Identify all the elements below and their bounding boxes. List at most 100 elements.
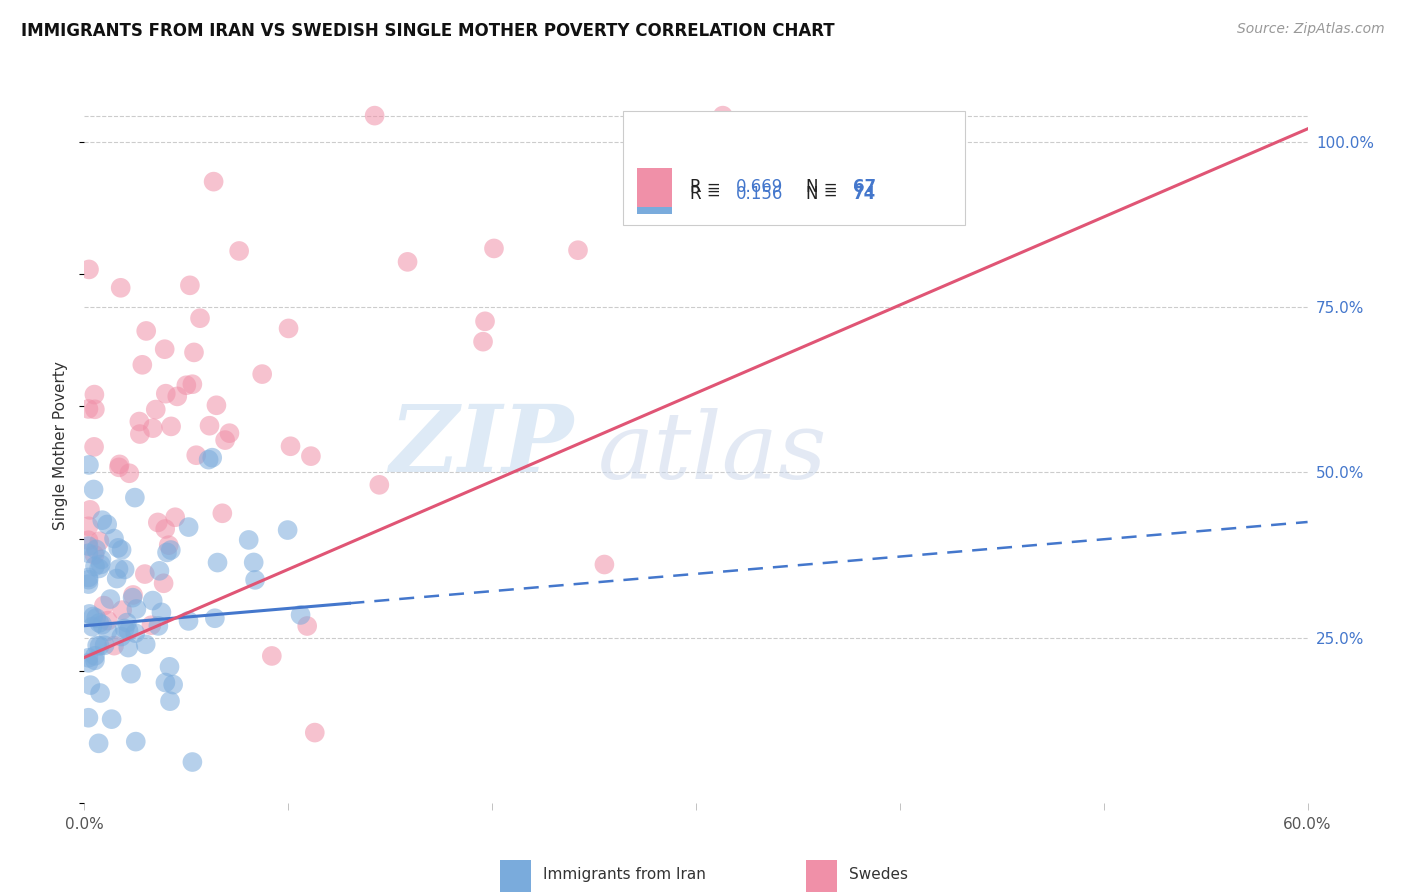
- Point: [90, 558, 112, 572]
- Point: [250, 367, 273, 381]
- Point: [260, 648, 283, 663]
- Point: [111, 603, 134, 617]
- Point: [277, 321, 299, 335]
- Point: [89, 615, 111, 630]
- Point: [82, 620, 104, 634]
- Point: [593, 558, 616, 572]
- Point: [159, 660, 181, 674]
- Point: [115, 615, 138, 630]
- Point: [108, 458, 131, 472]
- Point: [93, 638, 115, 652]
- Point: [176, 378, 198, 392]
- Text: 0.669: 0.669: [737, 178, 783, 196]
- Point: [159, 543, 181, 558]
- Point: [153, 522, 176, 536]
- Point: [83, 402, 105, 417]
- Point: [145, 402, 167, 417]
- Point: [299, 449, 322, 463]
- Point: [368, 478, 391, 492]
- Y-axis label: Single Mother Poverty: Single Mother Poverty: [53, 361, 69, 531]
- FancyBboxPatch shape: [806, 860, 837, 892]
- Point: [142, 421, 165, 435]
- Point: [152, 576, 174, 591]
- Point: [156, 545, 179, 559]
- FancyBboxPatch shape: [637, 168, 672, 207]
- Point: [98, 592, 121, 607]
- Point: [295, 619, 318, 633]
- Point: [107, 562, 129, 576]
- Point: [105, 572, 128, 586]
- Point: [131, 358, 153, 372]
- Point: [277, 523, 299, 537]
- Point: [84, 559, 107, 574]
- Point: [110, 543, 132, 558]
- Point: [89, 534, 111, 549]
- Point: [204, 611, 226, 625]
- Point: [482, 242, 505, 256]
- Point: [148, 564, 170, 578]
- Point: [125, 602, 148, 616]
- Text: N =: N =: [806, 186, 844, 203]
- Point: [124, 491, 146, 505]
- Point: [77, 711, 100, 725]
- Point: [79, 503, 101, 517]
- Text: Swedes: Swedes: [849, 867, 908, 881]
- Point: [108, 460, 131, 475]
- Point: [396, 255, 419, 269]
- Point: [120, 666, 142, 681]
- Point: [211, 506, 233, 520]
- Point: [77, 546, 100, 560]
- Text: R =: R =: [690, 186, 725, 203]
- Point: [157, 538, 180, 552]
- Point: [188, 311, 211, 326]
- Point: [155, 675, 177, 690]
- Point: [141, 618, 163, 632]
- Point: [100, 712, 122, 726]
- Point: [77, 458, 100, 472]
- Point: [77, 401, 100, 416]
- Point: [110, 630, 132, 644]
- Point: [160, 419, 183, 434]
- Text: 74: 74: [852, 186, 876, 203]
- Text: atlas: atlas: [598, 409, 828, 498]
- Point: [474, 314, 496, 328]
- Point: [654, 153, 676, 168]
- Point: [77, 656, 100, 670]
- Point: [84, 648, 107, 663]
- Point: [177, 614, 200, 628]
- Point: [77, 573, 100, 587]
- Point: [142, 593, 165, 607]
- Point: [165, 510, 187, 524]
- Point: [89, 686, 111, 700]
- Point: [83, 387, 105, 401]
- Point: [110, 281, 132, 295]
- Point: [87, 561, 110, 575]
- Point: [228, 244, 250, 258]
- Point: [214, 433, 236, 447]
- Point: [77, 519, 100, 533]
- Point: [155, 386, 177, 401]
- Point: [135, 324, 157, 338]
- Point: [117, 640, 139, 655]
- Point: [97, 614, 120, 628]
- Point: [124, 626, 146, 640]
- Point: [114, 562, 136, 576]
- Point: [205, 398, 228, 412]
- Text: Source: ZipAtlas.com: Source: ZipAtlas.com: [1237, 22, 1385, 37]
- Point: [91, 513, 114, 527]
- Point: [128, 415, 150, 429]
- Point: [91, 617, 114, 632]
- Point: [153, 342, 176, 356]
- Point: [201, 450, 224, 465]
- Point: [93, 599, 115, 613]
- Point: [363, 109, 385, 123]
- Point: [79, 678, 101, 692]
- Point: [567, 243, 589, 257]
- Point: [86, 639, 108, 653]
- Point: [84, 611, 107, 625]
- Point: [197, 452, 219, 467]
- Point: [83, 440, 105, 454]
- Point: [96, 624, 118, 639]
- Point: [84, 653, 107, 667]
- Point: [304, 725, 326, 739]
